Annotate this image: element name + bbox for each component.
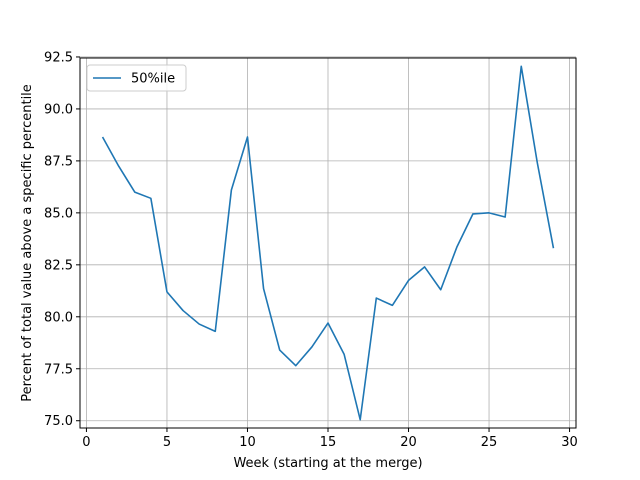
y-tick-label: 77.5 [44,362,73,377]
y-tick-label: 87.5 [44,154,73,169]
data-point [391,304,393,306]
data-point [101,136,103,138]
legend: 50%ile [86,64,187,92]
grid-lines [80,56,576,428]
y-tick-label: 75.0 [44,414,73,429]
y-axis-ticks: 75.0 77.5 80.0 82.5 85.0 87.5 90.0 92.5 [44,50,80,429]
data-point [150,197,152,199]
data-point [327,322,329,324]
data-point [230,189,232,191]
data-point [456,246,458,248]
x-tick-label: 5 [163,435,171,450]
data-point [552,247,554,249]
x-tick-label: 25 [481,435,498,450]
y-tick-label: 90.0 [44,102,73,117]
x-tick-label: 0 [82,435,90,450]
y-tick-label: 80.0 [44,310,73,325]
data-point [407,279,409,281]
x-tick-label: 10 [239,435,256,450]
y-tick-label: 85.0 [44,206,73,221]
data-point [182,309,184,311]
legend-label: 50%ile [131,72,175,87]
x-axis-ticks: 0 5 10 15 20 25 30 [82,428,578,450]
data-point [134,191,136,193]
data-point [472,213,474,215]
data-point [375,297,377,299]
data-point [423,266,425,268]
data-point [278,349,280,351]
legend-box [86,64,187,92]
data-point [214,330,216,332]
data-point [536,162,538,164]
data-point [117,165,119,167]
data-point [488,212,490,214]
data-point [343,353,345,355]
y-axis-label: Percent of total value above a specific … [20,84,35,402]
x-tick-label: 20 [400,435,417,450]
data-point [262,288,264,290]
data-point [295,364,297,366]
data-point [440,289,442,291]
data-point [504,216,506,218]
data-point [520,65,522,67]
data-point [198,323,200,325]
series-line-0 [101,65,555,421]
data-point [311,346,313,348]
x-axis-label: Week (starting at the merge) [233,456,422,471]
series-layer [101,65,555,421]
x-tick-label: 30 [561,435,578,450]
data-point [166,291,168,293]
data-point [359,418,361,420]
y-tick-label: 92.5 [44,50,73,65]
data-point [246,136,248,138]
x-tick-label: 15 [320,435,337,450]
y-tick-label: 82.5 [44,258,73,273]
